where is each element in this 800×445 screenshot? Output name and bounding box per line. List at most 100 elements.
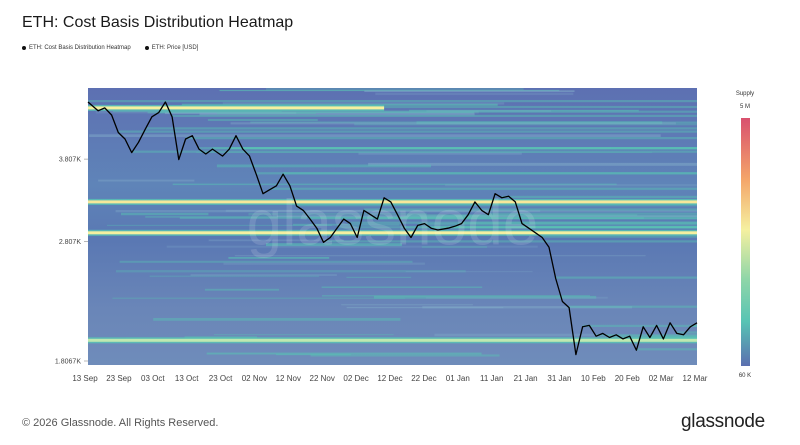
colorbar-max-label: 5 M — [740, 104, 750, 110]
heatmap-stripe — [250, 121, 698, 124]
heatmap-stripe — [321, 286, 483, 288]
heatmap-stripe — [107, 224, 332, 226]
heatmap-cost-band — [609, 335, 697, 338]
heatmap-stripe — [373, 295, 597, 299]
heatmap-stripe — [216, 164, 431, 168]
heatmap-stripe — [231, 147, 611, 150]
heatmap-stripe — [405, 270, 533, 273]
heatmap-stripe — [234, 255, 646, 257]
heatmap-stripe — [199, 112, 475, 116]
heatmap-stripe — [116, 270, 466, 273]
heatmap-stripe — [421, 245, 488, 249]
heatmap-cost-band — [461, 221, 697, 224]
heatmap-stripe — [119, 260, 413, 263]
heatmap-cost-band — [555, 276, 697, 279]
heatmap-stripe — [121, 212, 209, 216]
colorbar-min-label: 60 K — [739, 373, 751, 379]
heatmap-cost-band — [528, 226, 697, 229]
heatmap-cost-band — [542, 235, 697, 238]
heatmap-cost-band — [185, 137, 697, 140]
x-tick-label: 23 Oct — [209, 374, 233, 383]
glassnode-logo[interactable]: glassnode — [681, 411, 765, 432]
heatmap-stripe — [213, 334, 394, 336]
colorbar-title: Supply — [736, 91, 754, 97]
heatmap-cost-band — [431, 226, 697, 229]
heatmap-cost-band — [377, 217, 697, 220]
heatmap-stripe — [181, 103, 498, 106]
x-tick-label: 12 Nov — [276, 374, 301, 383]
x-tick-label: 21 Jan — [514, 374, 538, 383]
heatmap-cost-band — [323, 240, 697, 243]
heatmap-cost-band — [596, 334, 697, 337]
heatmap-cost-band — [212, 147, 697, 150]
heatmap-cost-band — [488, 212, 697, 215]
heatmap-cost-band — [88, 100, 697, 103]
heatmap-stripe — [98, 179, 195, 182]
heatmap-stripe — [276, 353, 351, 356]
x-tick-label: 02 Mar — [649, 374, 674, 383]
legend-label-heatmap: ETH: Cost Basis Distribution Heatmap — [29, 45, 131, 51]
heatmap-cost-band — [199, 147, 697, 150]
heatmap-stripe — [358, 152, 522, 155]
heatmap-stripe — [225, 209, 541, 212]
heatmap-stripe — [248, 212, 427, 216]
heatmap-cost-band — [118, 130, 698, 133]
heatmap-stripe — [228, 257, 330, 259]
heatmap-cost-band — [636, 348, 697, 351]
heatmap-stripe — [341, 304, 473, 306]
heatmap-band — [88, 106, 385, 110]
heatmap-stripe — [266, 88, 524, 91]
heatmap-stripe — [190, 274, 337, 276]
heatmap-stripe — [166, 245, 538, 248]
heatmap-cost-band — [649, 335, 697, 338]
heatmap-cost-band — [676, 331, 697, 334]
x-tick-label: 23 Sep — [106, 374, 132, 383]
x-tick-label: 01 Jan — [446, 374, 470, 383]
heatmap-cost-band — [569, 305, 697, 308]
heatmap-stripe — [409, 109, 639, 112]
legend-item-heatmap[interactable]: ETH: Cost Basis Distribution Heatmap — [22, 45, 131, 51]
x-tick-label: 22 Nov — [310, 374, 335, 383]
heatmap-stripe — [354, 123, 697, 126]
heatmap-stripe — [346, 306, 504, 309]
heatmap-stripe — [208, 239, 344, 242]
heatmap-stripe — [230, 122, 676, 125]
heatmap-stripe — [115, 210, 698, 213]
heatmap-band — [88, 338, 697, 342]
heatmap-background — [88, 88, 697, 365]
heatmap-stripe — [222, 102, 505, 105]
heatmap-cost-band — [283, 172, 697, 175]
watermark-text: glassnode — [247, 187, 539, 259]
x-tick-label: 11 Jan — [480, 374, 503, 383]
heatmap-stripe — [266, 243, 402, 247]
heatmap-stripe — [404, 215, 496, 218]
heatmap-cost-band — [310, 217, 697, 220]
heatmap-cost-band — [229, 147, 698, 150]
heatmap-cost-band — [417, 223, 697, 226]
x-tick-label: 13 Oct — [175, 374, 199, 383]
heatmap-stripe — [179, 216, 644, 219]
x-tick-label: 13 Sep — [72, 374, 98, 383]
chart-title: ETH: Cost Basis Distribution Heatmap — [22, 14, 294, 31]
x-tick-label: 02 Nov — [242, 374, 267, 383]
legend-item-price[interactable]: ETH: Price [USD] — [144, 45, 198, 51]
x-tick-label: 12 Mar — [683, 374, 708, 383]
heatmap-stripe — [89, 134, 661, 137]
heatmap-cost-band — [269, 187, 697, 190]
colorbar-gradient — [741, 118, 750, 366]
heatmap-stripe — [276, 215, 697, 218]
heatmap-cost-band — [158, 110, 697, 113]
heatmap-cost-band — [104, 105, 698, 109]
heatmap-stripe — [149, 275, 320, 278]
heatmap-stripe — [434, 333, 595, 337]
heatmap-stripe — [445, 184, 697, 187]
heatmap-cost-band — [296, 204, 697, 207]
heatmap-stripe — [310, 354, 500, 357]
heatmap-cost-band — [337, 226, 697, 229]
heatmap-cost-band — [404, 226, 697, 229]
heatmap-stripe — [172, 183, 617, 186]
x-tick-label: 02 Dec — [343, 374, 368, 383]
heatmap-stripe — [375, 92, 574, 96]
